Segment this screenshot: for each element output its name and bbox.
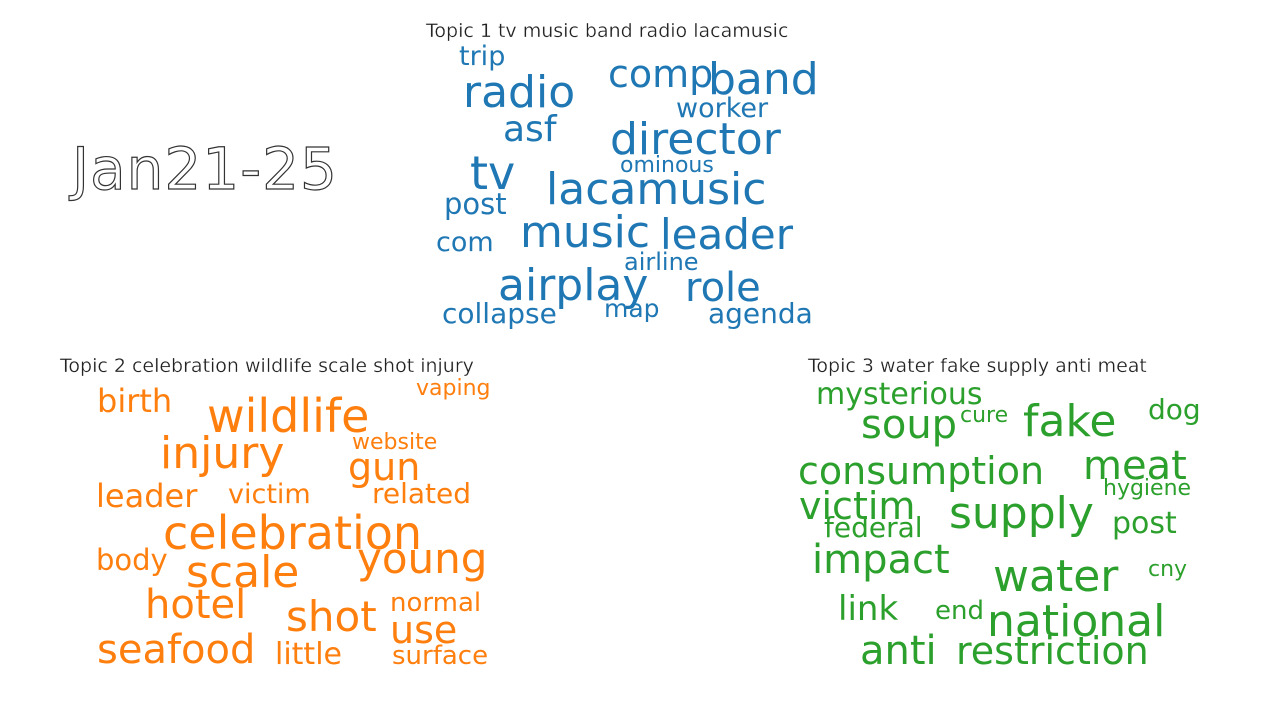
- topic-1-word: com: [436, 227, 494, 258]
- topic-1-word: comp: [608, 52, 714, 96]
- topic-1-word: collapse: [442, 297, 557, 330]
- topic-2-word: scale: [186, 547, 300, 598]
- topic-2-word: vaping: [416, 376, 491, 401]
- topic-1-word: post: [444, 187, 507, 221]
- topic-1-word: asf: [503, 109, 557, 150]
- topic-2-word: injury: [160, 428, 285, 479]
- topic-3-word: link: [838, 589, 899, 629]
- topic-3-word: dog: [1148, 393, 1201, 426]
- topic-1-word: airline: [624, 248, 699, 276]
- topic-3-word: soup: [861, 402, 958, 448]
- topic-3-word: end: [935, 596, 984, 626]
- topic-2-title: Topic 2 celebration wildlife scale shot …: [60, 355, 474, 377]
- topic-3-word: cure: [960, 403, 1009, 428]
- topic-1-word: worker: [676, 93, 769, 124]
- topic-3-word: consumption: [798, 449, 1045, 493]
- topic-1-word: tv: [470, 146, 516, 200]
- topic-1-word: leader: [660, 210, 794, 259]
- topic-2-word: victim: [228, 479, 311, 510]
- topic-3-word: victim: [799, 484, 916, 528]
- topic-3-word: cny: [1148, 557, 1188, 582]
- topic-2-word: celebration: [163, 506, 423, 560]
- topic-3-word: hygiene: [1103, 476, 1192, 501]
- topic-2-word: seafood: [97, 627, 256, 673]
- topic-3-word: supply: [949, 488, 1094, 539]
- topic-1-title: Topic 1 tv music band radio lacamusic: [426, 20, 789, 42]
- topic-3-word: meat: [1083, 443, 1187, 489]
- topic-2-word: birth: [97, 382, 173, 420]
- topic-3-word: anti: [860, 628, 937, 674]
- topic-2-word: hotel: [145, 582, 247, 628]
- topic-3-word: federal: [824, 511, 923, 544]
- topic-3-word: water: [993, 551, 1119, 602]
- topic-2-word: little: [275, 637, 342, 672]
- topic-1-word: airplay: [498, 260, 649, 311]
- topic-1-word: map: [604, 294, 660, 323]
- topic-2-word: related: [372, 477, 472, 510]
- topic-3-title: Topic 3 water fake supply anti meat: [808, 355, 1147, 377]
- topic-2-word: normal: [390, 588, 482, 618]
- topic-1-word: band: [708, 54, 819, 105]
- topic-3-word: post: [1112, 506, 1177, 541]
- topic-3-word: mysterious: [816, 377, 983, 412]
- topic-1-word: ominous: [620, 153, 714, 178]
- topic-1-word: director: [610, 114, 781, 165]
- topic-2-word: shot: [286, 592, 377, 641]
- topic-1-word: radio: [463, 67, 576, 118]
- topic-2-word: body: [96, 543, 168, 577]
- topic-3-word: fake: [1023, 396, 1117, 447]
- topic-1-word: music: [520, 207, 651, 258]
- period-label: Jan21-25: [71, 135, 338, 203]
- topic-2-word: wildlife: [207, 389, 370, 443]
- topic-1-word: trip: [459, 41, 506, 72]
- topic-3-word: restriction: [956, 629, 1149, 673]
- topic-1-word: agenda: [708, 297, 813, 330]
- topic-2-word: leader: [96, 477, 198, 515]
- topic-2-word: use: [390, 608, 458, 652]
- topic-2-word: surface: [392, 641, 489, 671]
- topic-1-word: role: [685, 265, 761, 311]
- topic-3-word: national: [987, 596, 1166, 647]
- topic-2-word: website: [352, 430, 438, 455]
- topic-2-word: young: [357, 534, 488, 583]
- topic-2-word: gun: [348, 445, 421, 489]
- topic-1-word: lacamusic: [546, 164, 767, 215]
- topic-3-word: impact: [812, 537, 950, 583]
